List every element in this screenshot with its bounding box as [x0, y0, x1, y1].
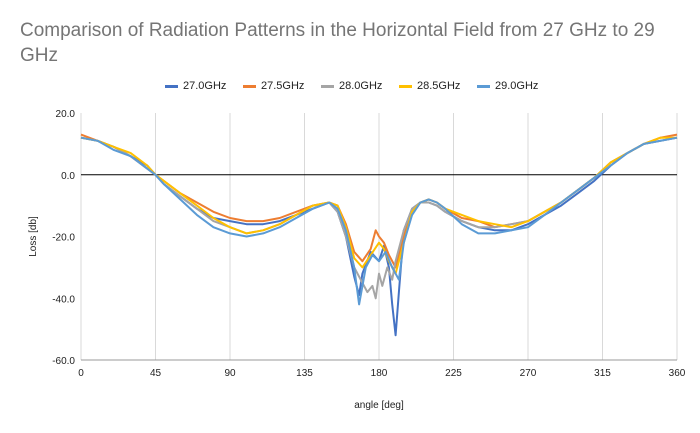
x-tick-label-3: 135 [296, 368, 313, 379]
legend-swatch-28-5 [399, 85, 412, 88]
legend-label-27-5: 27.5GHz [261, 80, 305, 92]
y-tick-label-2: -20.0 [52, 233, 75, 244]
y-tick-label-1: 0.0 [61, 171, 75, 182]
x-tick-label-0: 0 [78, 368, 84, 379]
legend-swatch-28-0 [321, 85, 334, 88]
legend-label-28-0: 28.0GHz [339, 80, 383, 92]
x-tick-label-8: 360 [669, 368, 686, 379]
x-tick-label-7: 315 [594, 368, 611, 379]
series-line-28-5ghz [80, 136, 677, 275]
x-tick-label-6: 270 [520, 368, 537, 379]
legend-label-29-0: 29.0GHz [495, 80, 539, 92]
x-tick-label-1: 45 [150, 368, 162, 379]
x-tick-label-2: 90 [224, 368, 236, 379]
series-line-29-0ghz [80, 136, 678, 306]
y-tick-label-0: 20.0 [56, 109, 76, 120]
legend-swatch-27-5 [243, 85, 256, 88]
legend-swatch-27-0 [165, 85, 178, 88]
chart-title: Comparison of Radiation Patterns in the … [20, 20, 655, 66]
x-tick-label-4: 180 [371, 368, 388, 379]
legend-swatch-29-0 [477, 85, 490, 88]
y-tick-label-4: -60.0 [52, 356, 75, 367]
x-tick-label-5: 225 [445, 368, 462, 379]
y-tick-label-3: -40.0 [52, 294, 75, 305]
x-axis-title: angle [deg] [354, 400, 404, 411]
legend-label-28-5: 28.5GHz [417, 80, 461, 92]
legend-label-27-0: 27.0GHz [183, 80, 227, 92]
chart-legend: 27.0GHz 27.5GHz 28.0GHz 28.5GHz 29.0GHz [0, 79, 700, 93]
y-axis-title: Loss [db] [28, 216, 39, 257]
